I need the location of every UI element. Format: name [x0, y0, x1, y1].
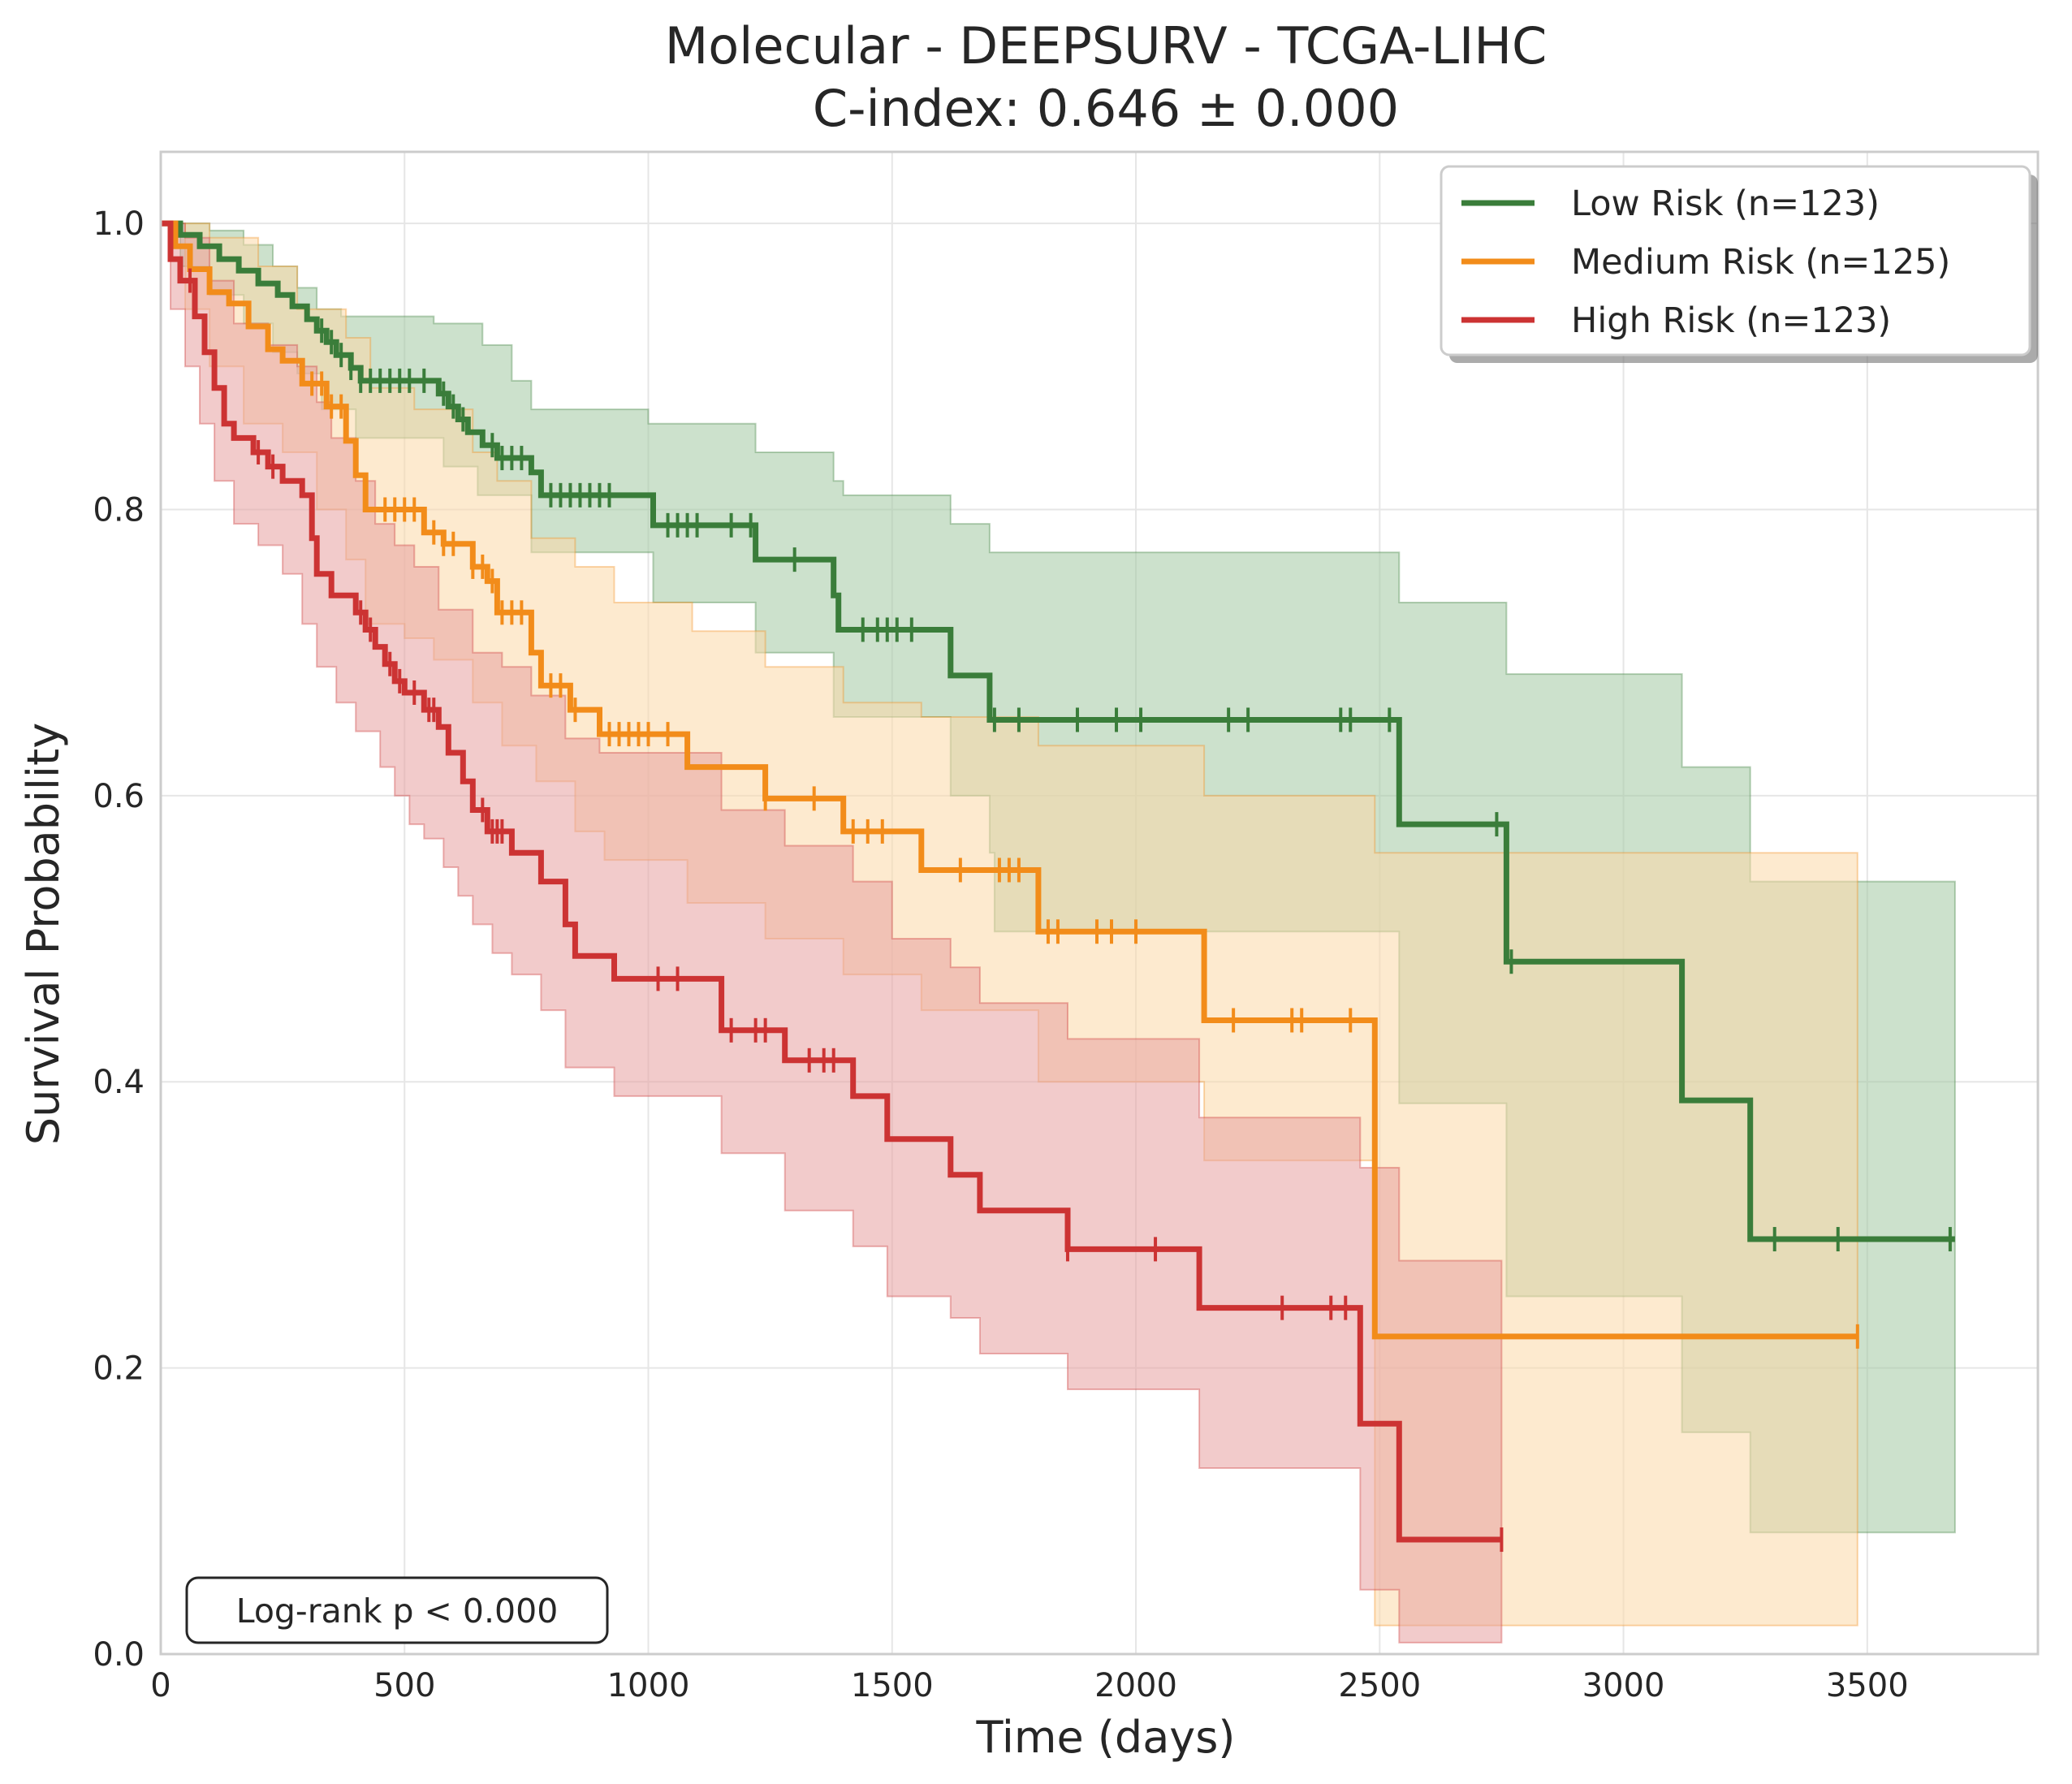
x-tick-label: 2500 — [1338, 1667, 1421, 1704]
y-tick-label: 0.2 — [93, 1350, 145, 1388]
chart-subtitle: C-index: 0.646 ± 0.000 — [813, 79, 1399, 138]
annotation-box — [185, 1576, 609, 1644]
x-tick-label: 1000 — [607, 1667, 690, 1704]
x-tick-labels: 0 500 1000 1500 2000 2500 3000 3500 — [150, 1667, 1908, 1704]
x-tick-label: 3000 — [1582, 1667, 1665, 1704]
legend-entries: Low Risk (n=123) Medium Risk (n=125) High … — [1461, 184, 1950, 341]
medium-risk-legend-label: Medium Risk (n=125) — [1571, 242, 1950, 283]
y-tick-label: 0.4 — [93, 1064, 145, 1101]
y-tick-labels: 0.0 0.2 0.4 0.6 0.8 1.0 — [93, 205, 145, 1674]
legend-box — [1440, 165, 2031, 356]
y-tick-label: 0.8 — [93, 491, 145, 529]
low-risk-survival-curve — [161, 220, 1955, 1242]
x-tick-label: 1500 — [851, 1667, 934, 1704]
y-tick-label: 1.0 — [93, 205, 145, 243]
y-tick-label: 0.0 — [93, 1636, 145, 1674]
y-axis-label: Survival Probability — [18, 723, 69, 1145]
plot-frame — [159, 150, 2040, 1656]
high-risk-survival-curve — [161, 220, 1502, 1543]
high-risk-confidence-band — [161, 222, 1503, 1644]
x-tick-label: 3500 — [1826, 1667, 1909, 1704]
x-axis-label: Time (days) — [976, 1712, 1236, 1763]
censor-marks — [188, 268, 1952, 1553]
high-risk-legend-label: High Risk (n=123) — [1571, 300, 1891, 341]
x-tick-label: 0 — [150, 1667, 171, 1704]
low-risk-legend-label: Low Risk (n=123) — [1571, 184, 1880, 224]
legend: Low Risk (n=123) Medium Risk (n=125) High … — [1440, 165, 2038, 363]
chart-title: Molecular - DEEPSURV - TCGA-LIHC — [665, 16, 1548, 76]
log-rank-annotation: Log-rank p < 0.000 — [185, 1576, 609, 1644]
x-tick-label: 2000 — [1094, 1667, 1177, 1704]
medium-risk-survival-curve — [161, 220, 1858, 1340]
y-tick-label: 0.6 — [93, 778, 145, 815]
confidence-bands — [161, 222, 1956, 1644]
survival-curves — [161, 220, 1955, 1543]
x-tick-label: 500 — [373, 1667, 435, 1704]
annotation-text: Log-rank p < 0.000 — [236, 1592, 559, 1631]
